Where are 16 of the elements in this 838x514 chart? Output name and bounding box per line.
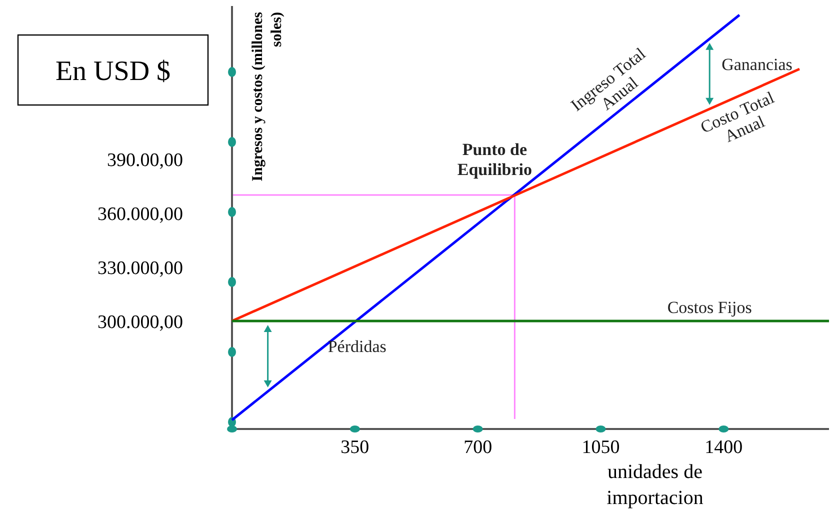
x-tick-label: 350 bbox=[340, 437, 370, 458]
y-tick-label: 360.000,00 bbox=[98, 204, 183, 225]
x-tick-label: 1400 bbox=[704, 437, 743, 458]
x-axis-title: unidades de importacion bbox=[606, 461, 704, 509]
annotation: Ganancias bbox=[722, 54, 792, 74]
series-label: Costos Fijos bbox=[667, 298, 752, 317]
text: En USD $ bbox=[55, 56, 171, 87]
x-tick-label: 1050 bbox=[582, 437, 620, 458]
annotation: Punto de Equilibrio bbox=[457, 140, 532, 179]
y-tick-label: 330.000,00 bbox=[98, 258, 183, 279]
annotation: Pérdidas bbox=[328, 337, 386, 356]
y-tick-label: 300.000,00 bbox=[98, 312, 183, 333]
y-tick-label: 390.00,00 bbox=[107, 150, 183, 171]
text: Costo Total Anual bbox=[698, 88, 778, 146]
x-tick-label: 700 bbox=[464, 437, 492, 458]
y-axis-title: Ingresos y costos (millones soles) bbox=[250, 12, 285, 182]
